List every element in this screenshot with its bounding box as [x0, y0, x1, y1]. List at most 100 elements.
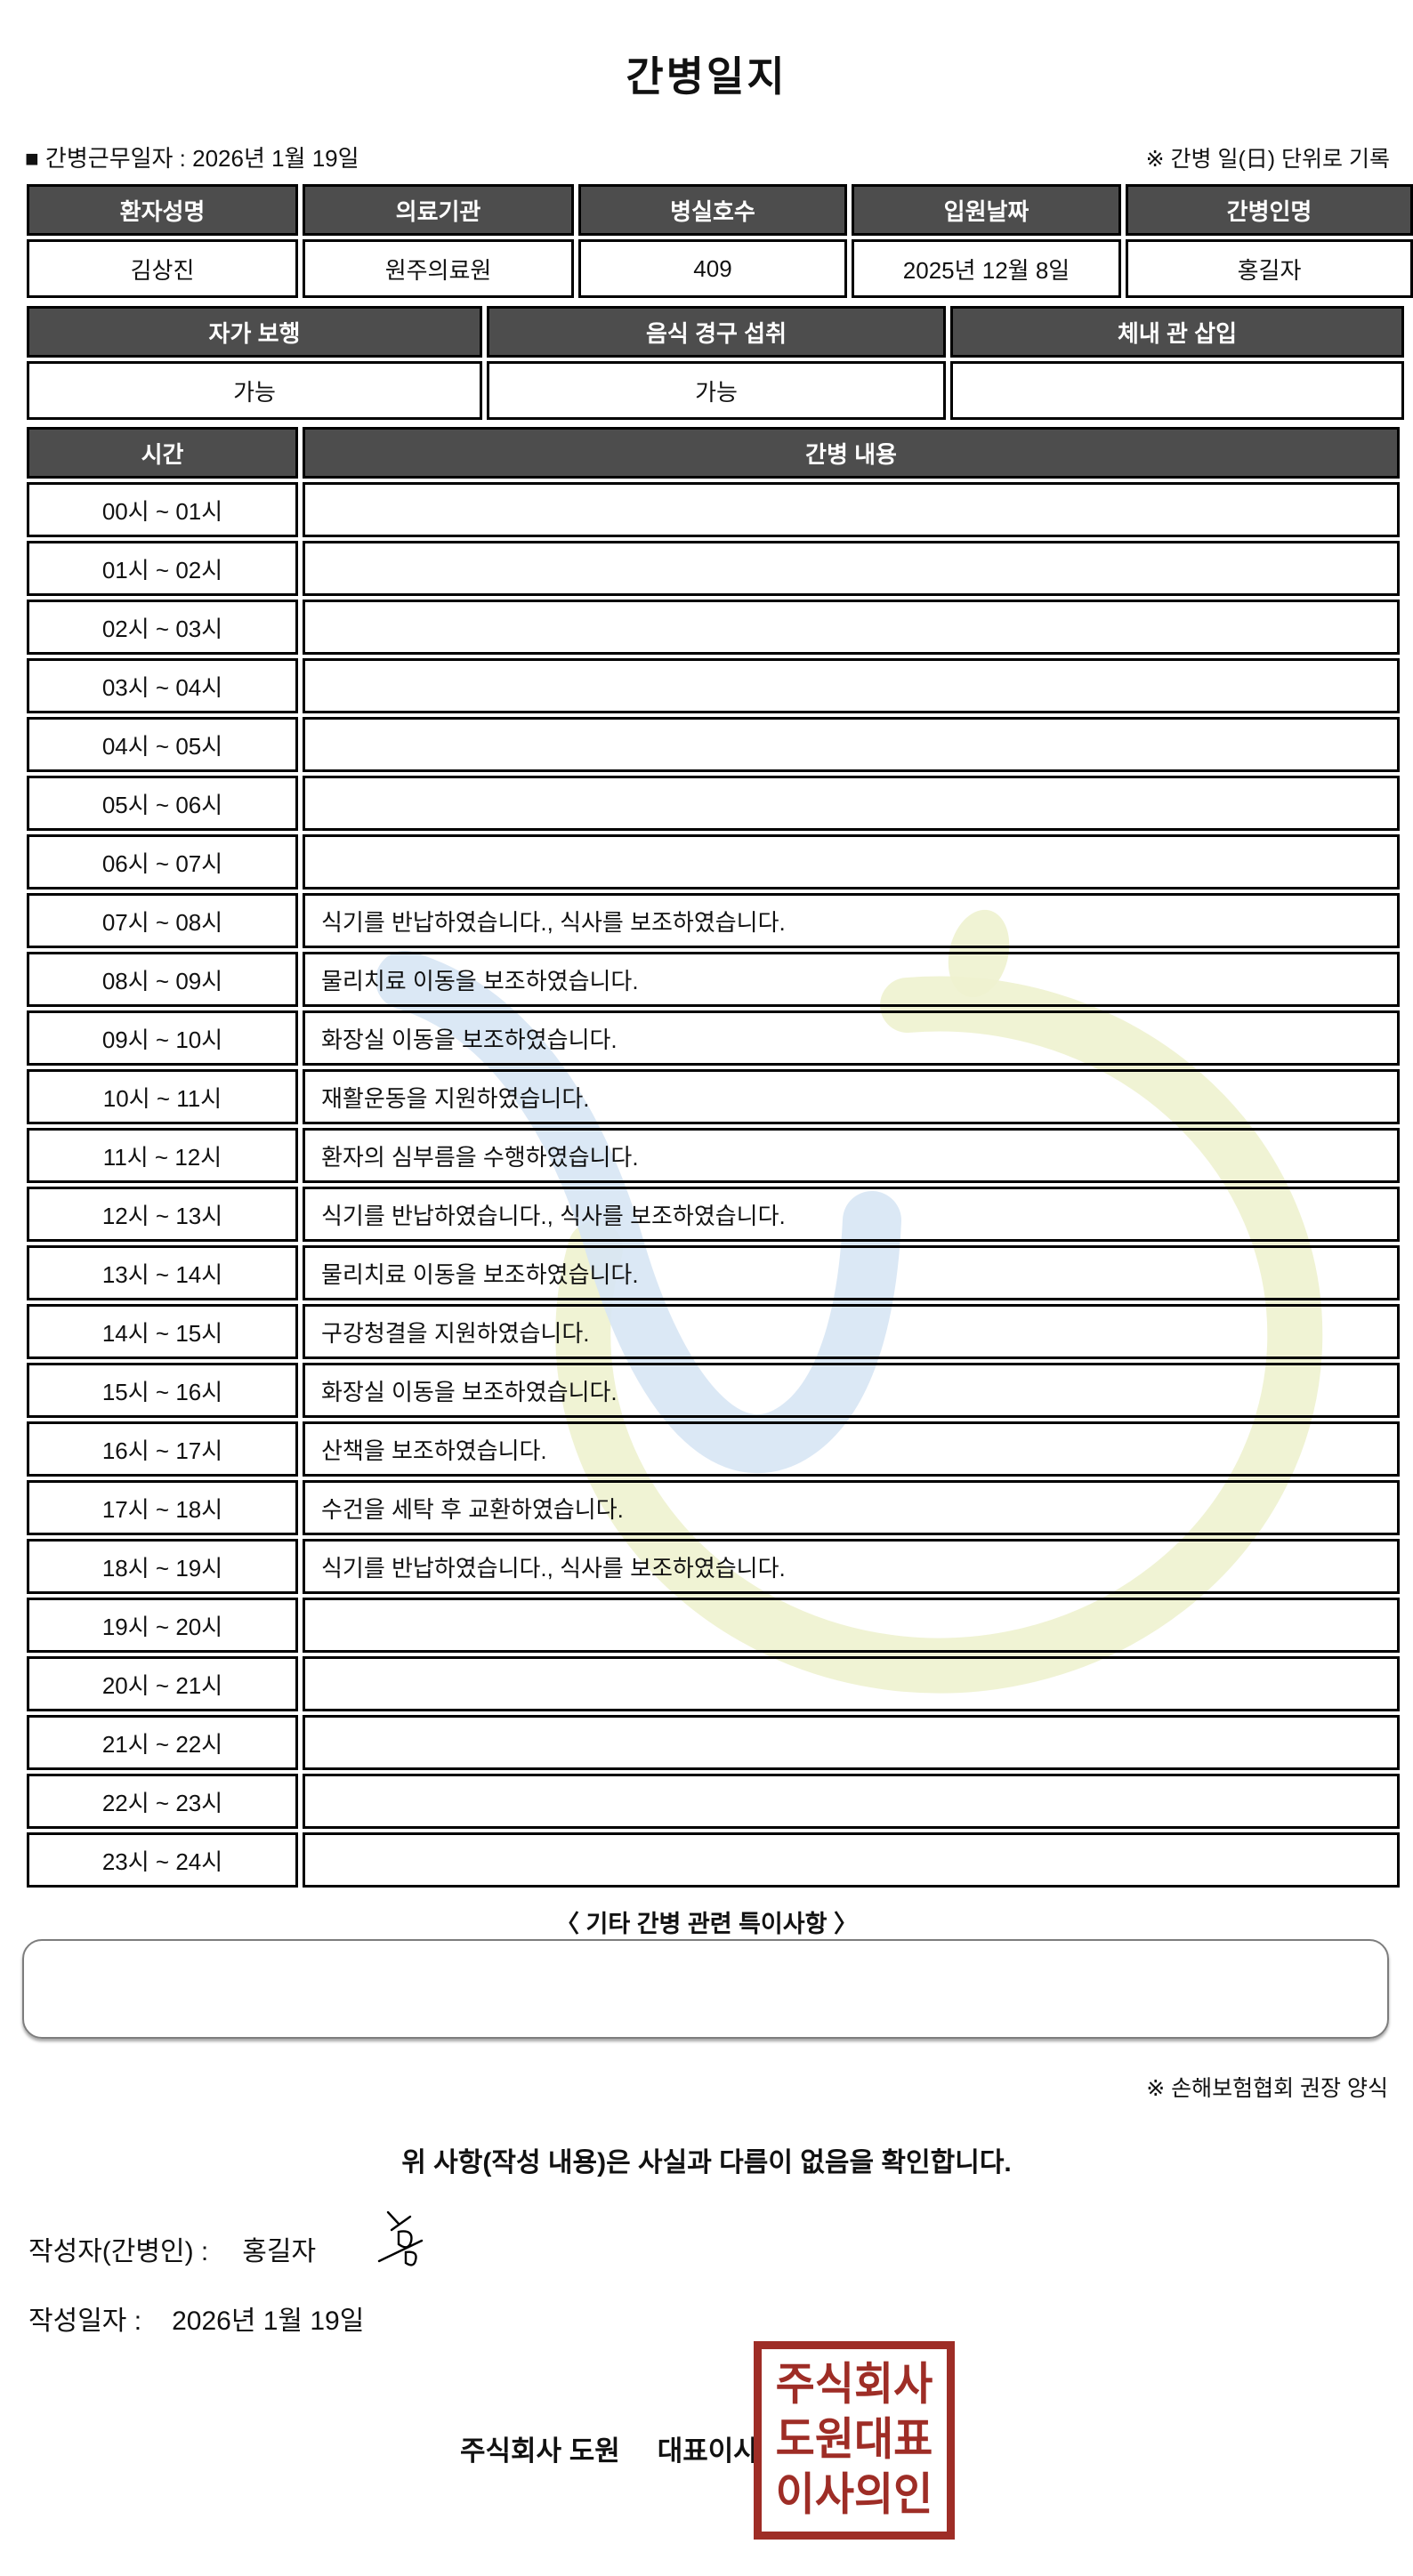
oral-intake-value: 가능 — [487, 361, 946, 420]
content-cell: 수건을 세탁 후 교환하였습니다. — [303, 1480, 1400, 1535]
content-cell: 식기를 반납하였습니다., 식사를 보조하였습니다. — [303, 1187, 1400, 1242]
time-cell: 21시 ~ 22시 — [27, 1715, 298, 1770]
table-row: 04시 ~ 05시 — [27, 717, 1400, 772]
time-cell: 15시 ~ 16시 — [27, 1363, 298, 1418]
table-row: 22시 ~ 23시 — [27, 1774, 1400, 1829]
time-cell: 19시 ~ 20시 — [27, 1598, 298, 1653]
time-cell: 16시 ~ 17시 — [27, 1421, 298, 1477]
table-row: 15시 ~ 16시 화장실 이동을 보조하였습니다. — [27, 1363, 1400, 1418]
hourly-care-table: 시간 간병 내용 00시 ~ 01시 01시 ~ 02시 02시 ~ 03시 0… — [22, 423, 1404, 1891]
table-row: 21시 ~ 22시 — [27, 1715, 1400, 1770]
table-row: 14시 ~ 15시 구강청결을 지원하였습니다. — [27, 1304, 1400, 1359]
table-row: 02시 ~ 03시 — [27, 600, 1400, 655]
content-cell — [303, 1715, 1400, 1770]
table-row: 17시 ~ 18시 수건을 세탁 후 교환하였습니다. — [27, 1480, 1400, 1535]
content-cell: 물리치료 이동을 보조하였습니다. — [303, 952, 1400, 1007]
time-cell: 13시 ~ 14시 — [27, 1245, 298, 1300]
content-cell — [303, 776, 1400, 831]
time-cell: 05시 ~ 06시 — [27, 776, 298, 831]
table-row: 05시 ~ 06시 — [27, 776, 1400, 831]
content-cell — [303, 1832, 1400, 1888]
table-row: 00시 ~ 01시 — [27, 482, 1400, 537]
writer-name: 홍길자 — [242, 2237, 317, 2266]
header-self-walking: 자가 보행 — [27, 306, 482, 358]
time-cell: 01시 ~ 02시 — [27, 541, 298, 596]
time-cell: 14시 ~ 15시 — [27, 1304, 298, 1359]
table-row: 03시 ~ 04시 — [27, 658, 1400, 713]
internal-tube-value — [950, 361, 1404, 420]
table-row: 10시 ~ 11시 재활운동을 지원하였습니다. — [27, 1069, 1400, 1124]
content-cell — [303, 600, 1400, 655]
writer-line: 작성자(간병인) : 홍길자 — [28, 2229, 316, 2268]
special-notes-box — [22, 1939, 1389, 2039]
table-row: 12시 ~ 13시 식기를 반납하였습니다., 식사를 보조하였습니다. — [27, 1187, 1400, 1242]
page-title: 간병일지 — [626, 53, 787, 100]
content-cell: 재활운동을 지원하였습니다. — [303, 1069, 1400, 1124]
time-cell: 08시 ~ 09시 — [27, 952, 298, 1007]
writer-label: 작성자(간병인) : — [28, 2237, 209, 2266]
table-row: 18시 ~ 19시 식기를 반납하였습니다., 식사를 보조하였습니다. — [27, 1539, 1400, 1594]
medical-institution: 원주의료원 — [303, 239, 574, 298]
table-row: 19시 ~ 20시 — [27, 1598, 1400, 1653]
header-oral-intake: 음식 경구 섭취 — [487, 306, 946, 358]
date-label: 작성일자 : — [28, 2306, 142, 2336]
time-cell: 00시 ~ 01시 — [27, 482, 298, 537]
content-cell: 화장실 이동을 보조하였습니다. — [303, 1363, 1400, 1418]
time-cell: 03시 ~ 04시 — [27, 658, 298, 713]
patient-value-row: 김상진 원주의료원 409 2025년 12월 8일 홍길자 — [27, 239, 1413, 298]
room-number: 409 — [578, 239, 847, 298]
patient-status-table: 자가 보행 음식 경구 섭취 체내 관 삽입 가능 가능 — [22, 302, 1409, 423]
time-cell: 12시 ~ 13시 — [27, 1187, 298, 1242]
header-medical-institution: 의료기관 — [303, 184, 574, 236]
content-cell: 화장실 이동을 보조하였습니다. — [303, 1010, 1400, 1066]
time-cell: 10시 ~ 11시 — [27, 1069, 298, 1124]
unit-note: ※ 간병 일(日) 단위로 기록 — [1145, 147, 1390, 172]
patient-info-table: 환자성명 의료기관 병실호수 입원날짜 간병인명 김상진 원주의료원 409 2… — [22, 181, 1413, 302]
content-cell — [303, 658, 1400, 713]
time-cell: 23시 ~ 24시 — [27, 1832, 298, 1888]
time-cell: 11시 ~ 12시 — [27, 1128, 298, 1183]
header-time: 시간 — [27, 427, 298, 479]
table-row: 11시 ~ 12시 환자의 심부름을 수행하였습니다. — [27, 1128, 1400, 1183]
header-patient-name: 환자성명 — [27, 184, 298, 236]
content-cell: 식기를 반납하였습니다., 식사를 보조하였습니다. — [303, 1539, 1400, 1594]
table-row: 13시 ~ 14시 물리치료 이동을 보조하였습니다. — [27, 1245, 1400, 1300]
content-cell — [303, 1774, 1400, 1829]
care-header-row: 시간 간병 내용 — [27, 427, 1400, 479]
table-row: 20시 ~ 21시 — [27, 1656, 1400, 1711]
status-value-row: 가능 가능 — [27, 361, 1404, 420]
table-row: 06시 ~ 07시 — [27, 834, 1400, 890]
stamp-line: 주식회사 — [775, 2360, 933, 2410]
time-cell: 04시 ~ 05시 — [27, 717, 298, 772]
caregiver-signature — [377, 2210, 424, 2266]
stamp-line: 이사의인 — [775, 2470, 933, 2520]
special-notes-heading: 〈 기타 간병 관련 특이사항 〉 — [555, 1911, 858, 1937]
header-internal-tube: 체내 관 삽입 — [950, 306, 1404, 358]
content-cell: 환자의 심부름을 수행하였습니다. — [303, 1128, 1400, 1183]
time-cell: 18시 ~ 19시 — [27, 1539, 298, 1594]
content-cell — [303, 541, 1400, 596]
confirmation-statement: 위 사항(작성 내용)은 사실과 다름이 없음을 확인합니다. — [401, 2148, 1012, 2178]
patient-header-row: 환자성명 의료기관 병실호수 입원날짜 간병인명 — [27, 184, 1413, 236]
admission-date: 2025년 12월 8일 — [852, 239, 1121, 298]
time-cell: 09시 ~ 10시 — [27, 1010, 298, 1066]
content-cell — [303, 834, 1400, 890]
content-cell — [303, 482, 1400, 537]
time-cell: 02시 ~ 03시 — [27, 600, 298, 655]
time-cell: 17시 ~ 18시 — [27, 1480, 298, 1535]
table-row: 08시 ~ 09시 물리치료 이동을 보조하였습니다. — [27, 952, 1400, 1007]
time-cell: 22시 ~ 23시 — [27, 1774, 298, 1829]
date-value: 2026년 1월 19일 — [172, 2306, 365, 2336]
header-caregiver-name: 간병인명 — [1126, 184, 1413, 236]
company-line: 주식회사 도원 대표이사 — [460, 2428, 759, 2468]
caregiver-name: 홍길자 — [1126, 239, 1413, 298]
corporate-seal-stamp: 주식회사 도원대표 이사의인 — [754, 2341, 955, 2540]
patient-name: 김상진 — [27, 239, 298, 298]
company-name: 주식회사 도원 — [460, 2435, 620, 2467]
time-cell: 06시 ~ 07시 — [27, 834, 298, 890]
header-room-number: 병실호수 — [578, 184, 847, 236]
content-cell: 물리치료 이동을 보조하였습니다. — [303, 1245, 1400, 1300]
status-header-row: 자가 보행 음식 경구 섭취 체내 관 삽입 — [27, 306, 1404, 358]
table-row: 09시 ~ 10시 화장실 이동을 보조하였습니다. — [27, 1010, 1400, 1066]
self-walking-value: 가능 — [27, 361, 482, 420]
